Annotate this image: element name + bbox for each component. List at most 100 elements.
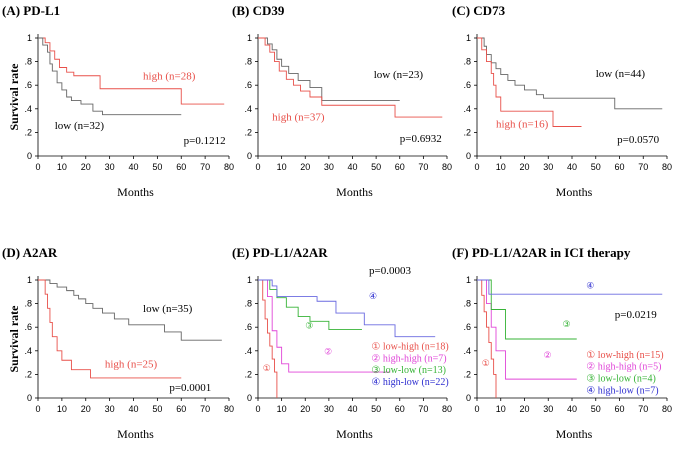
panel-c-x-tick-label: 70	[638, 162, 648, 172]
panel-f-x-tick-label: 70	[638, 404, 648, 414]
panel-d-x-tick-label: 20	[81, 404, 91, 414]
panel-a-y-tick-label: .2	[24, 127, 32, 137]
panel-e-y-tick-label: .6	[244, 322, 252, 332]
panel-c-x-tick-label: 50	[591, 162, 601, 172]
panel-d-y-axis-label: Survival rate	[7, 305, 21, 373]
panel-d-y-tick-label: .8	[24, 299, 32, 309]
panel-b-y-tick-label: .8	[244, 57, 252, 67]
panel-f-curve-marker-m1: ①	[482, 359, 490, 369]
panel-f-x-tick-label: 40	[567, 404, 577, 414]
panel-f-legend-l1: ① low-high (n=15)	[586, 350, 663, 361]
panel-d-label-high: high (n=25)	[105, 358, 158, 370]
panel-d-series-low	[38, 279, 222, 341]
panel-e-x-tick-label: 20	[300, 404, 310, 414]
panel-c-x-tick-label: 60	[614, 162, 624, 172]
panel-d-x-tick-label: 50	[152, 404, 162, 414]
panel-e-legend-l3: ③ low-low (n=13)	[371, 365, 446, 376]
panel-e-curve-marker-m3: ③	[305, 321, 313, 331]
panel-d-x-tick-label: 80	[224, 404, 234, 414]
panel-b-x-tick-label: 40	[347, 162, 357, 172]
panel-a-x-tick-label: 0	[35, 162, 40, 172]
panel-d-x-tick-label: 30	[105, 404, 115, 414]
panel-b-label-high: high (n=37)	[272, 112, 325, 124]
panel-f-series-low-high	[477, 279, 497, 398]
panel-b-y-tick-label: .6	[244, 80, 252, 90]
panel-a-x-tick-label: 40	[128, 162, 138, 172]
panel-d-series-high	[38, 279, 182, 379]
panel-a-label-low: low (n=32)	[55, 120, 105, 132]
panel-b-y-tick-label: 0	[247, 151, 252, 161]
panel-f-curve-marker-m4: ④	[586, 281, 594, 291]
panel-b-x-tick-label: 60	[395, 162, 405, 172]
panel-d-x-tick-label: 60	[176, 404, 186, 414]
panel-e-legend-l1: ① low-high (n=18)	[371, 342, 448, 353]
panel-c-label-p: p=0.0570	[617, 134, 659, 146]
panel-e-y-tick-label: 1	[247, 275, 252, 285]
panel-f-curve-marker-m2: ②	[544, 351, 552, 361]
panel-c: (C) CD73 0 10 20 30 40 50 60 70 80 0 .2 .4 .6 .8 1 Month…	[452, 3, 672, 199]
panel-e-title: (E) PD-L1/A2AR	[232, 245, 328, 260]
panel-a-y-tick-label: .4	[24, 104, 32, 114]
panel-a-x-tick-label: 20	[81, 162, 91, 172]
panel-c-y-tick-label: .2	[463, 127, 471, 137]
panel-e-y-tick-label: .2	[244, 369, 252, 379]
panel-d-x-tick-label: 0	[35, 404, 40, 414]
panel-c-x-tick-label: 40	[567, 162, 577, 172]
panel-b-label-low: low (n=23)	[374, 69, 424, 81]
panel-b-x-tick-label: 20	[300, 162, 310, 172]
panel-a-title: (A) PD-L1	[2, 3, 60, 18]
panel-f-label-p: p=0.0219	[615, 309, 657, 321]
panel-d-title: (D) A2AR	[2, 245, 58, 260]
panel-d-label-low: low (n=35)	[143, 303, 193, 315]
panel-e-series-low-low	[258, 279, 362, 331]
panel-f-y-tick-label: .2	[463, 369, 471, 379]
panel-a-x-axis-label: Months	[117, 185, 154, 199]
panel-b-series-low	[258, 37, 400, 101]
panel-e-y-tick-label: 0	[247, 393, 252, 403]
panel-d-x-tick-label: 70	[200, 404, 210, 414]
panel-f-x-tick-label: 30	[543, 404, 553, 414]
panel-a-y-axis-label: Survival rate	[7, 63, 21, 131]
panel-b: (B) CD39 0 10 20 30 40 50 60 70 80 0 .2 .4 .6 .8 1 Month…	[232, 3, 452, 199]
panel-c-x-axis-label: Months	[556, 185, 593, 199]
panel-f-y-tick-label: .6	[463, 322, 471, 332]
panel-e-x-tick-label: 40	[347, 404, 357, 414]
panel-f-series-high-low	[477, 279, 663, 295]
panel-e-legend-l2: ② high-high (n=7)	[371, 353, 446, 364]
panel-a-y-tick-label: 0	[27, 151, 32, 161]
panel-e-x-tick-label: 60	[395, 404, 405, 414]
panel-e-curve-marker-m1: ①	[263, 364, 271, 374]
panel-c-y-tick-label: .6	[463, 80, 471, 90]
panel-b-title: (B) CD39	[232, 3, 285, 18]
panel-b-x-tick-label: 0	[255, 162, 260, 172]
panel-e-label-p: p=0.0003	[369, 265, 411, 277]
panel-c-x-tick-label: 0	[474, 162, 479, 172]
panel-f-x-tick-label: 10	[496, 404, 506, 414]
panel-d-y-tick-label: 1	[27, 275, 32, 285]
panel-e-x-tick-label: 70	[418, 404, 428, 414]
panel-a-x-tick-label: 70	[200, 162, 210, 172]
panel-f-y-tick-label: 0	[466, 393, 471, 403]
panel-f-series-high-high	[477, 279, 577, 380]
panel-b-y-tick-label: .4	[244, 104, 252, 114]
panel-e-x-tick-label: 50	[371, 404, 381, 414]
panel-d-label-p: p=0.0001	[169, 382, 211, 394]
panel-c-x-tick-label: 30	[543, 162, 553, 172]
panel-c-label-high: high (n=16)	[496, 119, 549, 131]
panel-e-series-low-high	[258, 279, 278, 398]
panel-e-series-high-high	[258, 279, 391, 373]
panel-f-curve-marker-m3: ③	[563, 320, 571, 330]
panel-b-x-axis-label: Months	[336, 185, 373, 199]
panel-a-y-tick-label: .8	[24, 57, 32, 67]
panel-e-curve-marker-m2: ②	[324, 347, 332, 357]
panel-e-curve-marker-m4: ④	[369, 292, 377, 302]
panel-f-x-axis-label: Months	[556, 427, 593, 441]
panel-e-x-tick-label: 30	[324, 404, 334, 414]
panel-b-x-tick-label: 70	[418, 162, 428, 172]
panel-f-y-tick-label: 1	[466, 275, 471, 285]
panel-a-y-tick-label: 1	[27, 33, 32, 43]
panel-d-x-tick-label: 10	[57, 404, 67, 414]
panel-e-x-tick-label: 0	[255, 404, 260, 414]
